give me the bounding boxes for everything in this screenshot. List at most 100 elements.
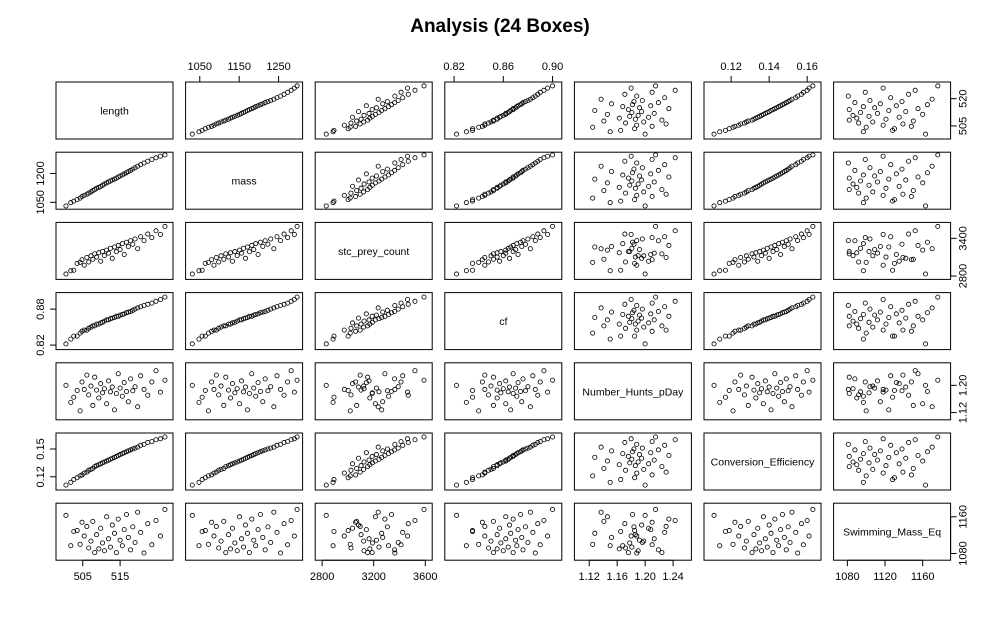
point-1-5-39 <box>810 152 816 158</box>
point-2-4-11 <box>659 251 665 257</box>
point-4-6-20 <box>903 384 909 390</box>
point-3-1-3 <box>202 333 208 339</box>
right-tick-label-Swimming_Mass_Eq-1: 1160 <box>958 505 970 529</box>
point-6-1-14 <box>229 525 235 531</box>
point-6-1-35 <box>281 521 287 527</box>
point-0-2-39 <box>421 83 427 89</box>
point-5-3-31 <box>525 445 531 451</box>
point-3-1-10 <box>221 323 227 329</box>
point-4-6-13 <box>854 395 860 401</box>
point-0-4-5 <box>649 123 655 129</box>
point-3-6-23 <box>915 313 921 319</box>
point-1-4-21 <box>592 176 598 182</box>
point-2-6-15 <box>866 249 872 255</box>
point-2-1-36 <box>285 235 291 241</box>
point-3-2-15 <box>369 319 375 325</box>
point-5-2-26 <box>363 450 369 456</box>
point-4-0-9 <box>88 383 94 389</box>
point-6-5-31 <box>787 539 793 545</box>
point-6-2-32 <box>375 509 381 515</box>
point-6-2-39 <box>421 506 427 512</box>
point-1-0-38 <box>157 153 163 159</box>
point-1-4-23 <box>666 174 672 180</box>
point-6-0-12 <box>94 532 100 538</box>
point-0-4-25 <box>620 104 626 110</box>
point-6-0-24 <box>117 537 123 543</box>
point-3-6-2 <box>890 333 896 339</box>
point-1-3-28 <box>519 169 525 175</box>
point-4-0-5 <box>79 379 85 385</box>
point-0-1-22 <box>246 107 252 113</box>
point-6-1-7 <box>213 523 219 529</box>
point-6-4-11 <box>659 550 665 556</box>
point-4-0-15 <box>100 390 106 396</box>
point-0-4-9 <box>641 119 647 125</box>
point-5-6-13 <box>854 462 860 468</box>
point-5-1-25 <box>253 451 259 457</box>
point-5-1-35 <box>281 440 287 446</box>
point-2-6-36 <box>862 235 868 241</box>
point-3-2-12 <box>358 321 364 327</box>
panel-frame-0-4 <box>573 81 692 140</box>
point-0-6-38 <box>880 85 886 91</box>
point-3-1-8 <box>216 325 222 331</box>
point-6-0-9 <box>88 538 94 544</box>
point-4-0-25 <box>119 393 125 399</box>
point-5-6-9 <box>870 466 876 472</box>
point-0-3-31 <box>525 97 531 103</box>
point-6-5-13 <box>753 546 759 552</box>
point-3-4-30 <box>631 307 637 313</box>
point-3-4-19 <box>629 316 635 322</box>
point-4-5-18 <box>762 378 768 384</box>
point-5-4-2 <box>618 477 624 483</box>
point-1-6-23 <box>915 174 921 180</box>
panel-frame-5-5 <box>703 432 822 491</box>
panel-frame-1-4 <box>573 151 692 210</box>
point-1-3-39 <box>550 152 556 158</box>
point-4-2-28 <box>380 399 386 405</box>
point-2-4-8 <box>623 259 629 265</box>
point-5-6-20 <box>903 455 909 461</box>
point-1-6-36 <box>862 156 868 162</box>
point-0-4-37 <box>672 87 678 93</box>
point-0-2-22 <box>369 107 375 113</box>
panel-frame-4-5 <box>703 362 822 421</box>
point-4-5-22 <box>770 391 776 397</box>
point-0-6-22 <box>846 107 852 113</box>
point-2-6-7 <box>900 254 906 260</box>
point-2-5-5 <box>732 257 738 263</box>
point-0-2-25 <box>386 104 392 110</box>
point-0-6-31 <box>867 97 873 103</box>
point-3-6-4 <box>863 330 869 336</box>
panel-frame-2-3 <box>444 221 563 280</box>
point-1-6-21 <box>886 176 892 182</box>
point-3-5-6 <box>736 327 742 333</box>
point-3-4-15 <box>627 319 633 325</box>
point-4-3-31 <box>525 384 531 390</box>
point-2-0-0 <box>63 271 69 277</box>
point-4-3-5 <box>479 379 485 385</box>
point-5-6-14 <box>896 461 902 467</box>
point-0-4-31 <box>639 97 645 103</box>
point-2-4-23 <box>666 242 672 248</box>
point-5-0-20 <box>109 455 115 461</box>
point-2-4-24 <box>637 247 643 253</box>
point-5-6-15 <box>866 460 872 466</box>
left-tick-label-cf-1: 0.88 <box>35 298 47 319</box>
point-4-6-3 <box>891 387 897 393</box>
point-6-1-31 <box>268 539 274 545</box>
point-3-1-9 <box>218 324 224 330</box>
point-6-1-18 <box>239 536 245 542</box>
point-2-5-33 <box>793 234 799 240</box>
point-3-2-19 <box>376 316 382 322</box>
point-2-5-30 <box>785 241 791 247</box>
point-0-4-28 <box>609 101 615 107</box>
point-1-6-1 <box>860 200 866 206</box>
point-0-4-20 <box>639 109 645 115</box>
point-3-4-23 <box>666 313 672 319</box>
point-2-3-14 <box>497 258 503 264</box>
top-tick-label-cf-0: 0.82 <box>443 61 464 73</box>
point-3-1-15 <box>232 319 238 325</box>
point-6-2-33 <box>400 529 406 535</box>
point-4-0-31 <box>132 384 138 390</box>
